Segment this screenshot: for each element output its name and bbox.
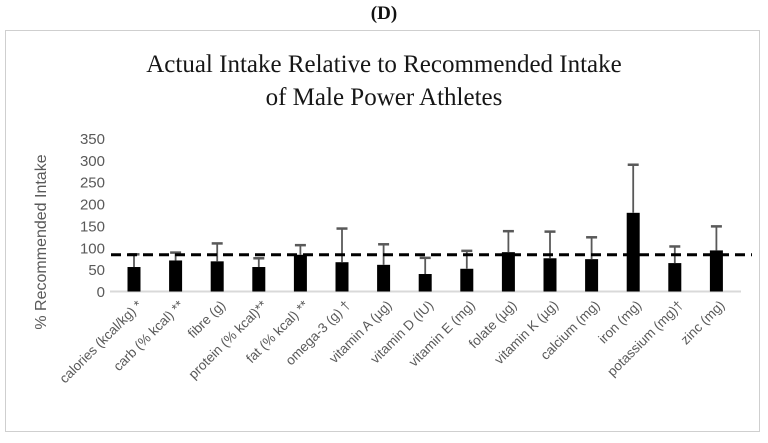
chart-title-line1: Actual Intake Relative to Recommended In… — [146, 51, 622, 78]
chart-title: Actual Intake Relative to Recommended In… — [0, 48, 768, 114]
y-axis-title: % Recommended Intake — [33, 154, 50, 330]
chart-title-line2: of Male Power Athletes — [265, 84, 503, 111]
figure-label: (D) — [370, 3, 398, 24]
